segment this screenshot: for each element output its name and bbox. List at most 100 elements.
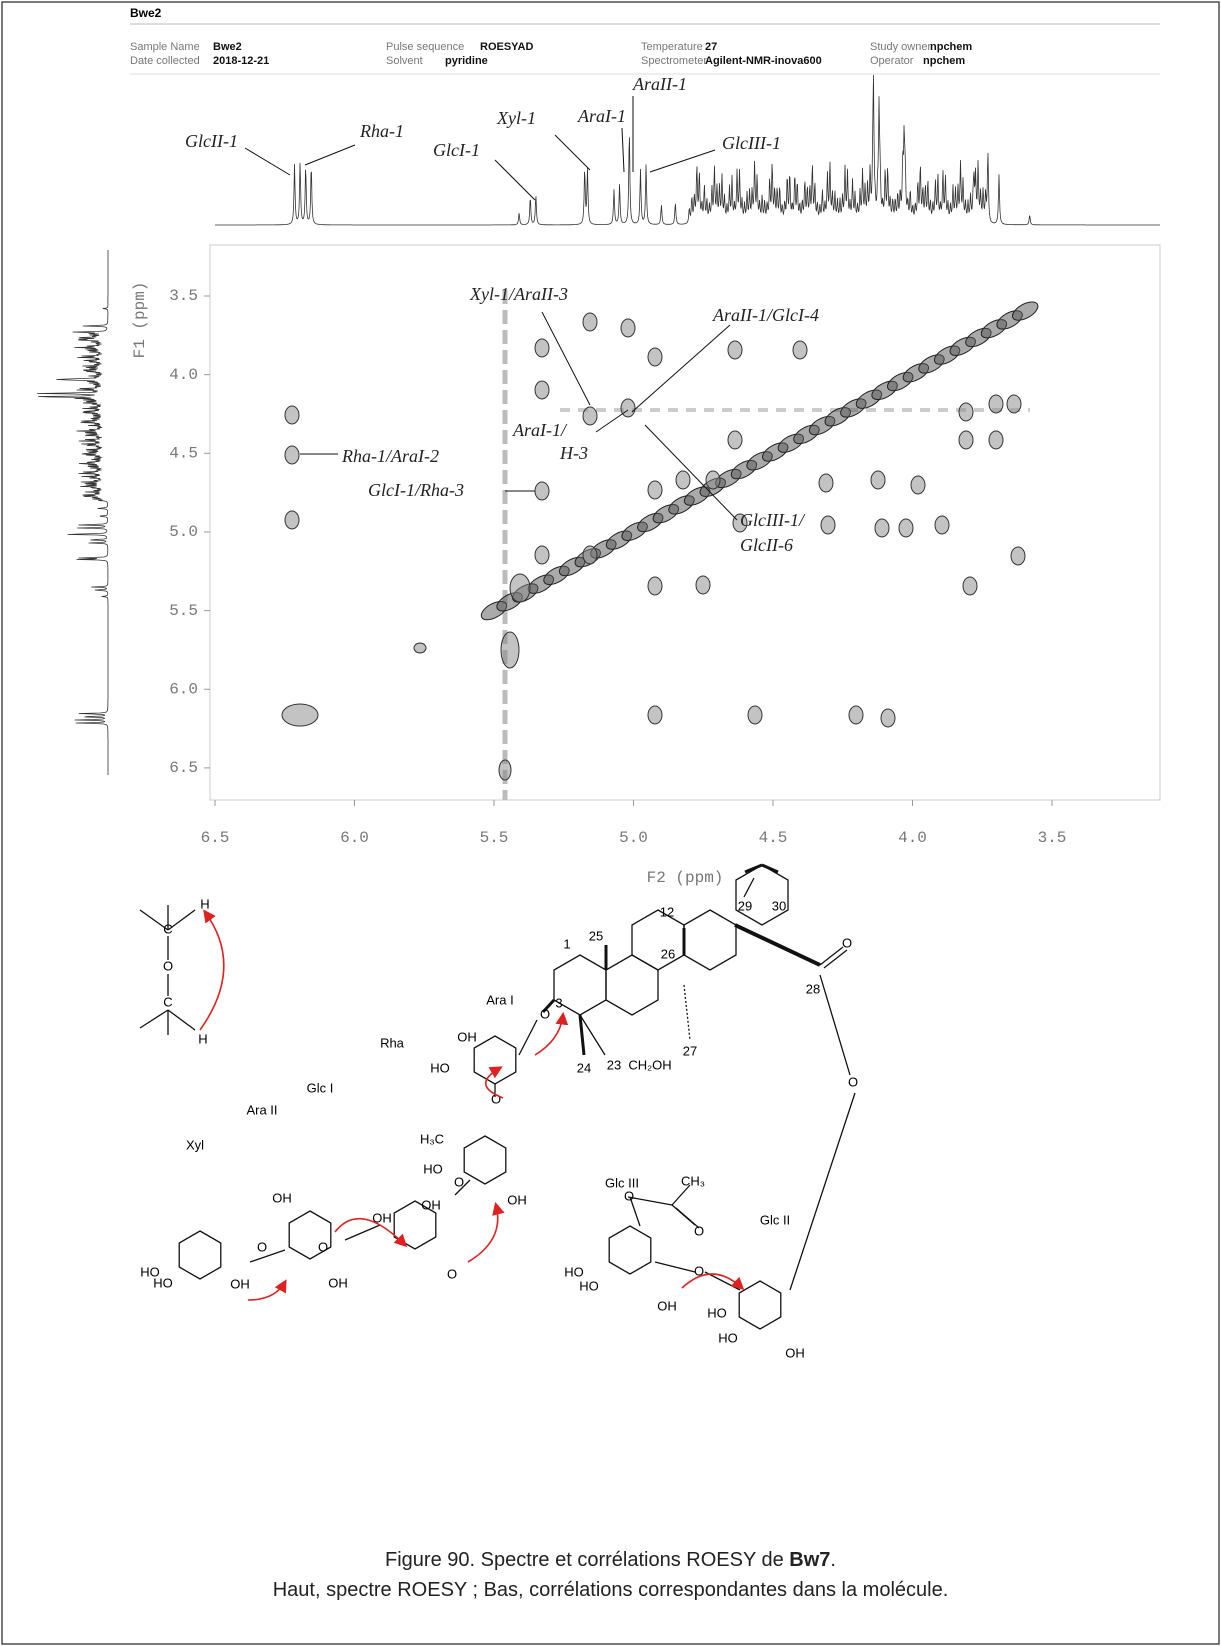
atom-label: HO [423, 1161, 443, 1176]
x-tick-label: 4.5 [759, 829, 788, 847]
x-tick-label: 4.0 [898, 829, 927, 847]
x-tick-label: 5.5 [480, 829, 509, 847]
cross-peak [988, 430, 1004, 450]
field-label: Temperature [641, 41, 703, 53]
bond [541, 998, 556, 1014]
annotation-leader [649, 149, 716, 173]
residue-label: Glc II [760, 1212, 790, 1227]
ring [738, 1280, 782, 1330]
bond [454, 1179, 471, 1196]
ring [735, 864, 789, 926]
cross-peak [898, 518, 914, 538]
atom-label: OH [785, 1345, 805, 1360]
cross-peak [509, 573, 531, 603]
atom-label: HO [140, 1264, 160, 1279]
atom-label: 25 [589, 928, 603, 943]
correlation-arrow [247, 1279, 287, 1301]
annotation-leader [554, 134, 591, 171]
atom-label: HO [564, 1264, 584, 1279]
atom-label: O [694, 1223, 704, 1238]
scheme-atom: C [163, 994, 172, 1009]
atom-label: HO [430, 1060, 450, 1075]
bond [139, 1009, 169, 1029]
peak-annotation: AraI-1/ [512, 420, 568, 440]
y-tick-label: 4.0 [169, 366, 198, 384]
field-value: 2018-12-21 [213, 55, 269, 67]
correlation-arrow [334, 1217, 408, 1248]
atom-label: 30 [772, 898, 786, 913]
cross-peak [1010, 546, 1026, 566]
atom-label: OH [457, 1029, 477, 1044]
x-tick-label: 6.0 [340, 829, 369, 847]
scheme-atom: O [163, 958, 173, 973]
bond [743, 877, 755, 898]
bond [744, 863, 763, 874]
annotation-leader [304, 144, 356, 166]
atom-label: O [491, 1091, 501, 1106]
cross-peak [958, 402, 974, 422]
bond [629, 1196, 641, 1227]
peak-annotation: Rha-1 [359, 121, 404, 141]
peak-annotation: AraII-1 [632, 74, 687, 94]
field-value: pyridine [445, 55, 488, 67]
residue-label: Xyl [186, 1137, 204, 1152]
caption-line: Figure 90. Spectre et corrélations ROESY… [0, 1545, 1221, 1575]
cross-peak [792, 340, 808, 360]
atom-label: 26 [661, 946, 675, 961]
atom-label: 27 [683, 1043, 697, 1058]
peak-annotation: GlcIII-1 [722, 133, 781, 153]
ring [608, 1225, 652, 1275]
scheme-atom: C [163, 921, 172, 936]
cross-peak [284, 405, 300, 425]
caption-compound: Bw7 [789, 1549, 831, 1571]
atom-label: O [257, 1239, 267, 1254]
diagonal-peak [1012, 301, 1039, 321]
cross-peak [498, 759, 512, 781]
peak-annotation: H-3 [559, 443, 588, 463]
cross-peak [620, 318, 636, 338]
y-tick-label: 5.0 [169, 523, 198, 541]
cross-peak [647, 347, 663, 367]
x-tick-label: 5.0 [619, 829, 648, 847]
peak-annotation: AraII-1/GlcI-4 [712, 305, 819, 325]
y-tick-label: 6.0 [169, 680, 198, 698]
field-label: Date collected [130, 55, 200, 67]
ring [683, 909, 737, 971]
residue-label: Glc III [605, 1175, 639, 1190]
atom-label: OH [421, 1197, 441, 1212]
atom-label: O [694, 1263, 704, 1278]
bond [518, 1019, 538, 1056]
cross-peak [910, 475, 926, 495]
header-title: Bwe2 [130, 6, 162, 20]
bond [167, 909, 196, 931]
atom-label: OH [657, 1298, 677, 1313]
atom-label: OH [328, 1275, 348, 1290]
bond [823, 949, 848, 969]
field-value: npchem [923, 55, 965, 67]
field-label: Solvent [386, 55, 423, 67]
bond [761, 863, 779, 874]
scheme-atom: H [200, 896, 209, 911]
atom-label: O [624, 1188, 634, 1203]
atom-label: HO [153, 1275, 173, 1290]
caption-line: Haut, spectre ROESY ; Bas, corrélations … [272, 1579, 949, 1601]
peak-annotation: Xyl-1/AraII-3 [469, 284, 568, 304]
cross-peak [727, 340, 743, 360]
atom-label: O [447, 1266, 457, 1281]
peak-annotation: AraI-1 [577, 106, 626, 126]
bond [789, 1092, 856, 1291]
atom-label: 1 [563, 936, 570, 951]
cross-peak [870, 470, 886, 490]
ring [393, 1200, 437, 1250]
ring [288, 1210, 332, 1260]
field-label: Study owner [870, 41, 931, 53]
cross-peak [705, 470, 721, 490]
peak-annotation: Rha-1/AraI-2 [341, 446, 439, 466]
cross-peak [647, 576, 663, 596]
cross-peak [695, 575, 711, 595]
atom-label: O [842, 935, 852, 950]
bond [167, 1009, 196, 1031]
ring [463, 1135, 507, 1185]
atom-label: 28 [806, 981, 820, 996]
